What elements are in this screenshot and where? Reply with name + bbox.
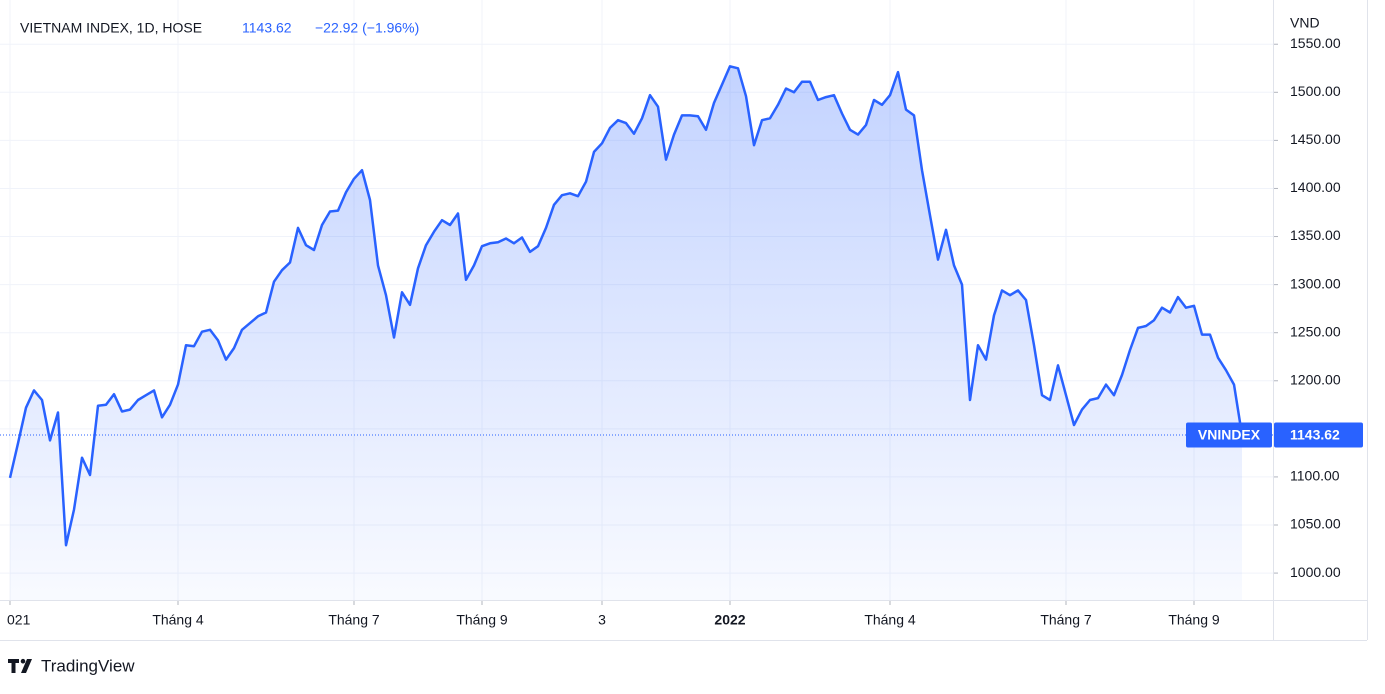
price-line: [8, 65, 1244, 547]
y-unit: VND: [1290, 15, 1320, 31]
brand-name: TradingView: [41, 656, 135, 675]
y-tick-label: 1000.00: [1290, 564, 1341, 580]
last-price: 1143.62: [242, 20, 292, 36]
logo-shape: [21, 659, 32, 673]
y-tick-label: 1300.00: [1290, 275, 1341, 291]
area-fill: [10, 66, 1242, 600]
plot: [0, 65, 1273, 600]
logo-shape: [8, 659, 19, 673]
y-tick-label: 1400.00: [1290, 179, 1341, 195]
x-tick-label: Tháng 9: [1168, 612, 1220, 628]
logo-dot: [20, 658, 26, 664]
x-tick-label: Tháng 9: [456, 612, 508, 628]
price-change: −22.92 (−1.96%): [315, 20, 419, 36]
x-tick-label: 2022: [714, 612, 745, 628]
x-tick-label: 021: [7, 612, 31, 628]
price-tag: [1274, 422, 1363, 448]
axes: 1000.001050.001100.001150.001200.001250.…: [7, 35, 1341, 628]
x-tick-label: Tháng 4: [864, 612, 916, 628]
x-tick-label: Tháng 7: [328, 612, 380, 628]
y-tick-label: 1250.00: [1290, 323, 1341, 339]
unit-backdrop: [1274, 0, 1367, 36]
legend-header: VIETNAM INDEX, 1D, HOSE 1143.62 −22.92 (…: [20, 20, 419, 36]
y-tick-label: 1200.00: [1290, 371, 1341, 387]
x-tick-label: Tháng 7: [1040, 612, 1092, 628]
y-tick-label: 1100.00: [1290, 468, 1340, 484]
chart-title: VIETNAM INDEX, 1D, HOSE: [20, 20, 202, 36]
x-tick-label: 3: [598, 612, 606, 628]
y-tick-label: 1550.00: [1290, 35, 1341, 51]
series-name: VNINDEX: [1198, 427, 1261, 443]
y-tick-label: 1500.00: [1290, 83, 1341, 99]
y-tick-label: 1450.00: [1290, 131, 1341, 147]
brand-logo: TradingView: [8, 656, 135, 675]
price-tag-label: 1143.62: [1290, 427, 1340, 443]
x-tick-label: Tháng 4: [152, 612, 204, 628]
series-name-tag: [1186, 422, 1272, 448]
y-tick-label: 1050.00: [1290, 516, 1341, 532]
y-tick-label: 1350.00: [1290, 227, 1341, 243]
